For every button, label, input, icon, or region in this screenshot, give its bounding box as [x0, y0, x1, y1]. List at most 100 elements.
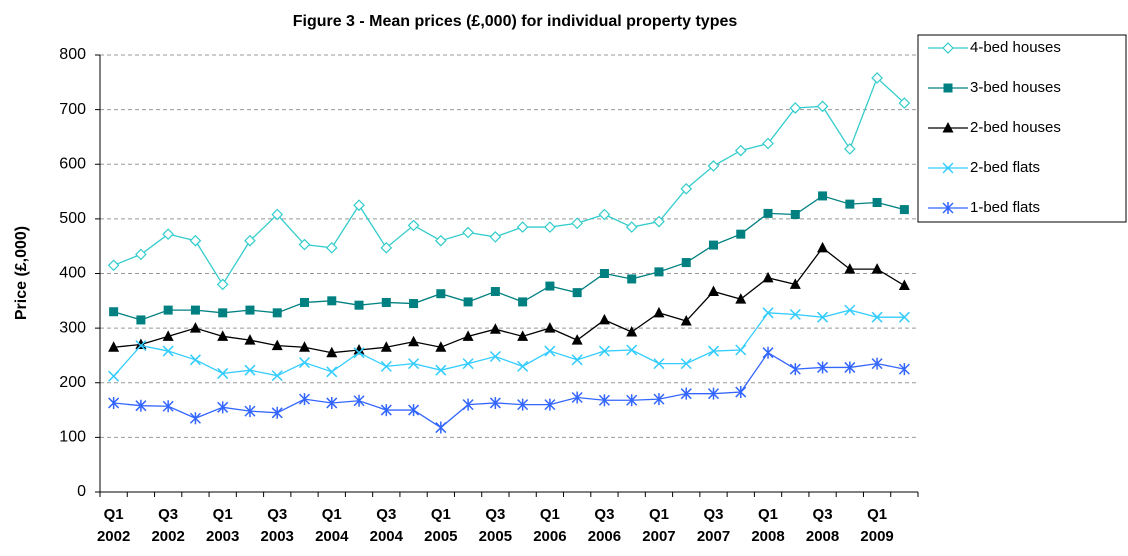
marker [217, 330, 229, 341]
marker [489, 323, 501, 334]
marker [736, 229, 746, 239]
series-line [113, 195, 905, 321]
marker [818, 191, 828, 201]
marker [572, 288, 582, 298]
x-tick-label: Q1 2008 [751, 506, 785, 545]
marker [380, 341, 392, 352]
y-tick-label: 700 [59, 101, 86, 118]
marker [681, 258, 691, 268]
marker [707, 387, 720, 400]
marker [943, 83, 953, 93]
marker [271, 339, 283, 351]
x-tick-label: Q1 2006 [533, 506, 567, 545]
marker [517, 398, 529, 411]
marker [462, 226, 474, 239]
marker [571, 354, 583, 366]
marker [789, 308, 801, 320]
marker [108, 341, 120, 352]
marker [381, 297, 391, 307]
marker [436, 289, 446, 299]
marker [109, 307, 119, 317]
marker [734, 144, 747, 157]
marker [163, 305, 173, 315]
marker [462, 398, 474, 411]
marker [762, 307, 774, 319]
legend-label: 3-bed houses [970, 79, 1061, 96]
legend-label: 4-bed houses [970, 39, 1061, 56]
marker [107, 259, 120, 272]
x-tick-label: Q1 2004 [315, 506, 349, 545]
marker [707, 345, 720, 357]
marker [353, 394, 365, 407]
marker [844, 263, 856, 274]
marker [407, 219, 420, 232]
marker [245, 305, 255, 315]
marker [162, 330, 174, 341]
marker [490, 287, 500, 297]
x-tick-label: Q3 2006 [587, 506, 622, 545]
marker [434, 234, 447, 247]
marker [898, 363, 910, 376]
marker [326, 396, 338, 409]
y-tick-label: 800 [59, 46, 86, 63]
marker [735, 344, 747, 356]
marker [408, 404, 420, 417]
marker [217, 367, 229, 379]
marker [353, 347, 365, 359]
x-tick-label: Q3 2008 [805, 506, 840, 545]
marker [844, 361, 856, 374]
legend-label: 2-bed houses [970, 119, 1061, 136]
marker [380, 241, 393, 254]
marker [789, 102, 802, 114]
marker [135, 340, 147, 352]
marker [735, 293, 747, 304]
series-line [113, 351, 905, 429]
marker [599, 269, 609, 278]
marker [544, 345, 556, 357]
marker [898, 311, 910, 323]
y-axis-label: Price (£,000) [13, 226, 30, 320]
marker [899, 205, 909, 215]
marker [817, 241, 829, 253]
marker [108, 370, 120, 382]
marker [942, 162, 954, 174]
x-tick-label: Q3 2003 [260, 506, 294, 545]
marker [271, 406, 283, 419]
marker [544, 221, 556, 233]
marker [871, 357, 883, 370]
marker [380, 360, 392, 372]
marker [408, 335, 420, 347]
marker [409, 299, 419, 309]
marker [871, 263, 883, 274]
x-tick-label: Q3 2004 [369, 506, 403, 545]
marker [942, 202, 954, 214]
marker [844, 304, 856, 316]
y-tick-label: 500 [59, 210, 86, 227]
marker [354, 300, 364, 310]
y-tick-label: 0 [77, 483, 86, 500]
marker [435, 421, 447, 434]
marker [762, 271, 774, 283]
marker [218, 308, 228, 318]
series-line [113, 76, 905, 286]
marker [598, 394, 610, 407]
marker [244, 334, 256, 345]
x-tick-label: Q1 2009 [860, 506, 894, 545]
marker [653, 215, 665, 228]
marker [244, 405, 256, 418]
marker [518, 297, 528, 307]
marker [489, 396, 501, 409]
marker [708, 285, 719, 297]
marker [707, 160, 720, 172]
marker [489, 350, 501, 363]
marker [871, 311, 883, 323]
marker [898, 97, 911, 109]
marker [353, 199, 365, 212]
marker [189, 412, 201, 425]
marker [789, 278, 801, 289]
marker [790, 210, 800, 220]
marker [653, 358, 665, 370]
marker [598, 345, 610, 357]
marker [327, 296, 337, 306]
